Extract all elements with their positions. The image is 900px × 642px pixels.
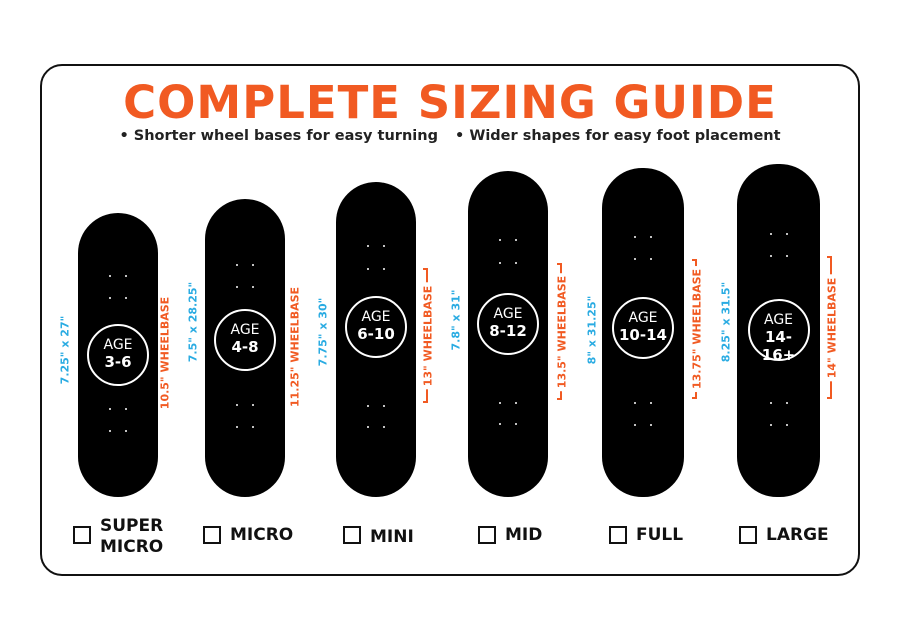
- deck-size: 8.25" x 31.5": [719, 281, 733, 363]
- truck-bolt-hole: [515, 239, 517, 241]
- truck-bolt-hole: [125, 430, 127, 432]
- truck-bolt-hole: [383, 426, 385, 428]
- truck-bolt-hole: [109, 297, 111, 299]
- truck-bolt-hole: [367, 405, 369, 407]
- age-badge: AGE 14-16+: [747, 299, 810, 364]
- truck-bolt-hole: [515, 423, 517, 425]
- age-badge: AGE 3-6: [87, 324, 149, 386]
- truck-bolt-hole: [650, 258, 652, 260]
- size-name: SUPER: [100, 516, 164, 536]
- truck-bolt-hole: [367, 426, 369, 428]
- age-label: AGE: [230, 322, 260, 338]
- truck-bolt-hole: [252, 264, 254, 266]
- truck-bolt-hole: [515, 402, 517, 404]
- size-name: MICRO: [100, 537, 164, 557]
- bullet-wheelbase: • Shorter wheel bases for easy turning: [119, 128, 438, 144]
- truck-bolt-hole: [650, 236, 652, 238]
- deck-size: 7.75" x 30": [316, 297, 330, 367]
- deck-size: 8" x 31.25": [585, 295, 599, 365]
- truck-bolt-hole: [650, 424, 652, 426]
- truck-bolt-hole: [785, 424, 788, 426]
- guide-frame: [40, 64, 860, 576]
- size-checkbox[interactable]: [203, 526, 221, 544]
- truck-bolt-hole: [634, 258, 636, 260]
- truck-bolt-hole: [125, 275, 127, 277]
- size-name: MICRO: [230, 525, 294, 545]
- truck-bolt-hole: [634, 402, 636, 404]
- age-range: 3-6: [104, 353, 132, 371]
- truck-bolt-hole: [236, 404, 238, 406]
- truck-bolt-hole: [383, 245, 385, 247]
- size-checkbox[interactable]: [343, 526, 361, 544]
- truck-bolt-hole: [109, 408, 111, 410]
- wheelbase-label: 13.75" WHEELBASE: [690, 265, 704, 393]
- truck-bolt-hole: [383, 405, 385, 407]
- truck-bolt-hole: [785, 233, 788, 235]
- size-name: MID: [505, 525, 543, 545]
- size-checkbox[interactable]: [73, 526, 91, 544]
- age-badge: AGE 4-8: [214, 309, 276, 371]
- age-label: AGE: [361, 309, 391, 325]
- age-badge: AGE 6-10: [345, 296, 407, 358]
- truck-bolt-hole: [499, 402, 501, 404]
- truck-bolt-hole: [499, 239, 501, 241]
- wheelbase-label: 14" WHEELBASE: [825, 274, 839, 381]
- truck-bolt-hole: [769, 255, 772, 257]
- age-range: 10-14: [619, 326, 667, 344]
- truck-bolt-hole: [367, 245, 369, 247]
- size-checkbox[interactable]: [739, 526, 757, 544]
- truck-bolt-hole: [236, 286, 238, 288]
- truck-bolt-hole: [383, 268, 385, 270]
- wheelbase-label: 10.5" WHEELBASE: [158, 293, 172, 412]
- truck-bolt-hole: [499, 423, 501, 425]
- truck-bolt-hole: [515, 262, 517, 264]
- truck-bolt-hole: [252, 286, 254, 288]
- age-label: AGE: [103, 337, 133, 353]
- truck-bolt-hole: [769, 402, 772, 404]
- truck-bolt-hole: [109, 275, 111, 277]
- truck-bolt-hole: [367, 268, 369, 270]
- deck-size: 7.5" x 28.25": [186, 281, 200, 363]
- truck-bolt-hole: [634, 236, 636, 238]
- truck-bolt-hole: [236, 426, 238, 428]
- size-name: FULL: [636, 525, 684, 545]
- truck-bolt-hole: [785, 402, 788, 404]
- truck-bolt-hole: [769, 424, 772, 426]
- age-label: AGE: [493, 306, 523, 322]
- wheelbase-label: 11.25" WHEELBASE: [288, 283, 302, 410]
- age-badge: AGE 8-12: [477, 293, 539, 355]
- truck-bolt-hole: [252, 426, 254, 428]
- age-range: 14-16+: [761, 328, 796, 364]
- size-name: LARGE: [766, 525, 829, 545]
- size-checkbox[interactable]: [609, 526, 627, 544]
- deck-size: 7.8" x 31": [449, 289, 463, 351]
- subtitle: • Shorter wheel bases for easy turning •…: [0, 128, 900, 144]
- wheelbase-label: 13" WHEELBASE: [421, 282, 435, 389]
- truck-bolt-hole: [634, 424, 636, 426]
- truck-bolt-hole: [785, 255, 788, 257]
- truck-bolt-hole: [252, 404, 254, 406]
- age-range: 8-12: [489, 322, 527, 340]
- deck-size: 7.25" x 27": [58, 315, 72, 385]
- age-range: 6-10: [357, 325, 395, 343]
- age-label: AGE: [763, 312, 794, 328]
- page-title: COMPLETE SIZING GUIDE: [123, 76, 777, 129]
- age-range: 4-8: [231, 338, 259, 356]
- age-badge: AGE 10-14: [612, 297, 674, 359]
- truck-bolt-hole: [650, 402, 652, 404]
- truck-bolt-hole: [125, 408, 127, 410]
- bullet-shapes: • Wider shapes for easy foot placement: [455, 128, 781, 144]
- truck-bolt-hole: [236, 264, 238, 266]
- truck-bolt-hole: [769, 233, 772, 235]
- wheelbase-label: 13.5" WHEELBASE: [555, 272, 569, 391]
- age-label: AGE: [628, 310, 658, 326]
- truck-bolt-hole: [499, 262, 501, 264]
- truck-bolt-hole: [125, 297, 127, 299]
- size-name: MINI: [370, 527, 414, 547]
- truck-bolt-hole: [109, 430, 111, 432]
- size-checkbox[interactable]: [478, 526, 496, 544]
